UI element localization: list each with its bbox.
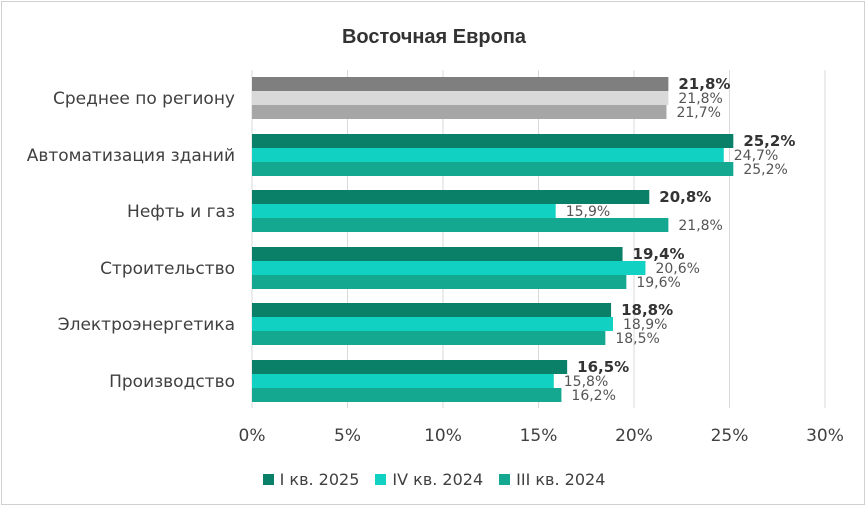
- bar: [252, 303, 612, 317]
- data-label: 15,9%: [566, 204, 610, 220]
- bar: [252, 275, 627, 289]
- bar: [252, 360, 568, 374]
- x-tick-label: 20%: [615, 426, 653, 446]
- data-label: 18,9%: [623, 317, 667, 333]
- chart-title: Восточная Европа: [341, 26, 527, 48]
- legend-label: IV кв. 2024: [392, 470, 484, 489]
- data-label: 20,8%: [659, 188, 711, 206]
- legend-swatch: [499, 474, 511, 485]
- data-label: 21,7%: [676, 105, 720, 121]
- legend-swatch: [375, 474, 387, 485]
- legend: I кв. 2025 IV кв. 2024 III кв. 2024: [0, 470, 868, 489]
- data-label: 24,7%: [734, 148, 778, 164]
- bar: [252, 374, 554, 388]
- category-label: Строительство: [100, 259, 235, 279]
- bar: [252, 162, 734, 176]
- bar: [252, 77, 669, 91]
- bar: [252, 247, 623, 261]
- bar: [252, 105, 667, 119]
- bar: [252, 91, 669, 105]
- data-label: 15,8%: [564, 374, 608, 390]
- data-label: 25,2%: [743, 162, 787, 178]
- data-label: 16,2%: [571, 388, 615, 404]
- bar: [252, 134, 734, 148]
- data-label: 19,4%: [633, 245, 685, 263]
- data-label: 21,8%: [678, 75, 730, 93]
- bar: [252, 204, 556, 218]
- category-label: Электроэнергетика: [58, 315, 235, 335]
- legend-label: I кв. 2025: [279, 470, 360, 489]
- data-label: 25,2%: [743, 132, 795, 150]
- bar: [252, 388, 562, 402]
- data-label: 18,8%: [621, 301, 673, 319]
- data-label: 20,6%: [655, 261, 699, 277]
- data-label: 16,5%: [577, 358, 629, 376]
- legend-label: III кв. 2024: [516, 470, 606, 489]
- x-tick-label: 15%: [520, 426, 558, 446]
- x-tick-label: 25%: [711, 426, 749, 446]
- x-tick-label: 30%: [806, 426, 844, 446]
- category-label: Среднее по региону: [53, 89, 235, 109]
- legend-item: III кв. 2024: [499, 470, 605, 489]
- legend-swatch: [262, 474, 274, 485]
- data-label: 21,8%: [678, 218, 722, 234]
- x-tick-label: 5%: [334, 426, 361, 446]
- data-label: 19,6%: [636, 275, 680, 291]
- bar: [252, 218, 669, 232]
- legend-item: I кв. 2025: [262, 470, 360, 489]
- category-label: Производство: [109, 372, 235, 392]
- bar: [252, 261, 646, 275]
- bar: [252, 190, 650, 204]
- legend-item: IV кв. 2024: [375, 470, 483, 489]
- bar: [252, 148, 724, 162]
- category-label: Автоматизация зданий: [27, 146, 235, 166]
- category-label: Нефть и газ: [127, 202, 235, 222]
- data-label: 18,5%: [615, 331, 659, 347]
- x-tick-label: 0%: [239, 426, 266, 446]
- x-tick-label: 10%: [424, 426, 462, 446]
- bar: [252, 317, 613, 331]
- bar: [252, 331, 606, 345]
- data-label: 21,8%: [678, 91, 722, 107]
